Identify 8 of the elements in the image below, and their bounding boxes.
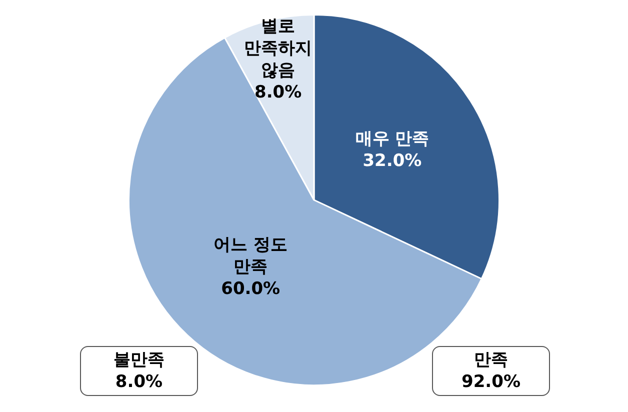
slice-label: 별로 만족하지 않음 (244, 16, 312, 80)
text: 불만족 8.0% (80, 346, 198, 396)
text: 만족 92.0% (432, 346, 550, 396)
data-label: 60.0% (221, 278, 280, 299)
data-label: 32.0% (362, 150, 422, 171)
slice-label: 매우 만족 (355, 128, 430, 149)
data-label: 8.0% (254, 82, 302, 102)
slice-label: 어느 정도 만족 (214, 234, 288, 277)
